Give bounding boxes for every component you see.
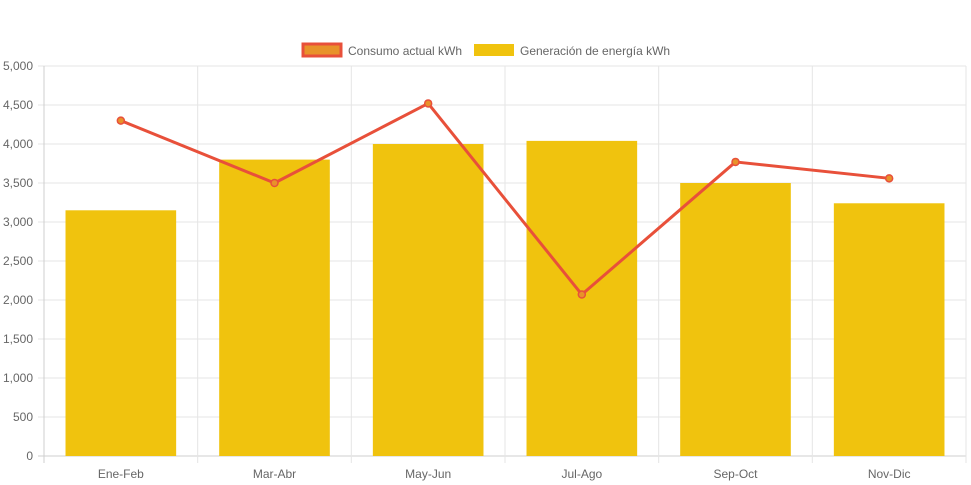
- y-tick-label: 1,000: [3, 371, 33, 385]
- point-consumo[interactable]: [423, 99, 433, 108]
- bar-generacion[interactable]: [680, 183, 791, 456]
- bar-generacion[interactable]: [372, 144, 484, 456]
- point-consumo[interactable]: [116, 116, 126, 125]
- y-tick-label: 4,500: [3, 98, 33, 112]
- y-tick-label: 5,000: [3, 59, 33, 73]
- y-tick-label: 2,500: [3, 254, 33, 268]
- y-tick-label: 3,000: [3, 215, 33, 229]
- x-tick-label: Sep-Oct: [713, 467, 758, 481]
- y-tick-label: 3,500: [3, 176, 33, 190]
- point-consumo[interactable]: [731, 157, 740, 167]
- x-tick-label: Jul-Ago: [561, 467, 602, 481]
- y-tick-label: 2,000: [3, 293, 33, 307]
- legend-swatch-consumo[interactable]: [301, 42, 343, 58]
- x-tick-label: Nov-Dic: [868, 467, 911, 481]
- point-consumo[interactable]: [884, 174, 894, 183]
- line-consumo: [120, 101, 890, 297]
- bar-generacion[interactable]: [833, 203, 945, 456]
- legend-label-generacion: Generación de energía kWh: [520, 44, 670, 58]
- y-tick-label: 500: [13, 410, 33, 424]
- bar-generacion[interactable]: [65, 210, 177, 456]
- legend-swatch-generacion[interactable]: [474, 44, 514, 56]
- legend: Consumo actual kWh Generación de energía…: [301, 42, 670, 58]
- x-tick-label: Ene-Feb: [98, 467, 144, 481]
- bar-generacion[interactable]: [219, 159, 330, 456]
- y-tick-label: 1,500: [3, 332, 33, 346]
- point-consumo[interactable]: [577, 290, 587, 299]
- line-series: [116, 99, 894, 299]
- x-tick-label: May-Jun: [405, 467, 451, 481]
- tick-labels: 0 500 1,000 1,500 2,000 2,500 3,000 3,500 4,000 4…: [3, 59, 911, 481]
- bars: [65, 140, 945, 456]
- legend-label-consumo: Consumo actual kWh: [348, 44, 462, 58]
- x-tick-label: Mar-Abr: [253, 467, 296, 481]
- grid: [38, 65, 967, 463]
- point-consumo[interactable]: [270, 178, 279, 188]
- y-tick-label: 0: [26, 449, 33, 463]
- y-tick-label: 4,000: [3, 137, 33, 151]
